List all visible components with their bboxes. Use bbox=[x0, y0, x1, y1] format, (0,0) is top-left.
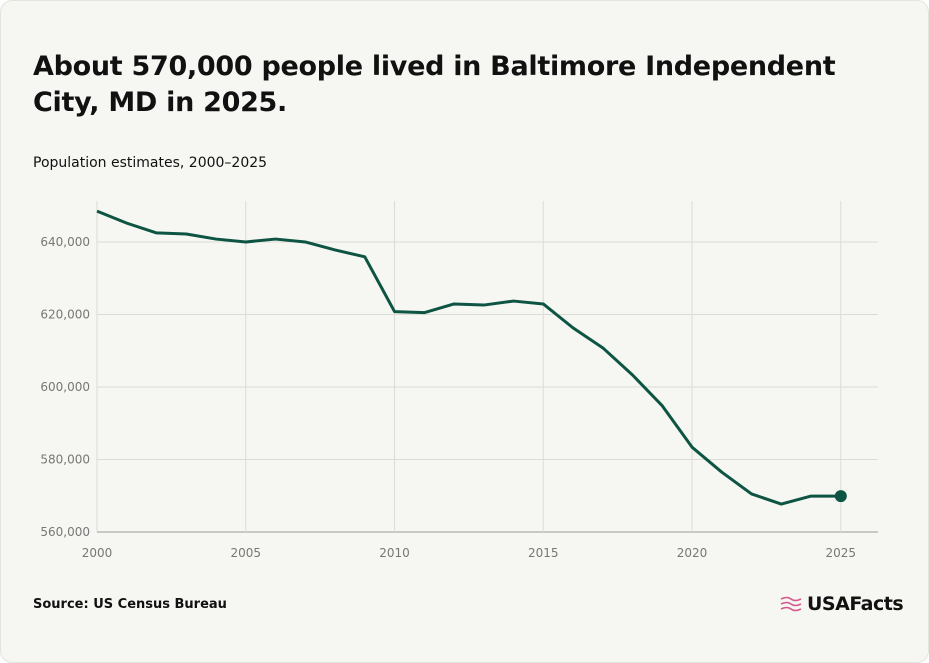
x-tick-label: 2025 bbox=[826, 546, 857, 560]
x-tick-label: 2010 bbox=[379, 546, 410, 560]
y-tick-label: 580,000 bbox=[40, 452, 90, 466]
x-tick-label: 2000 bbox=[82, 546, 113, 560]
x-tick-label: 2005 bbox=[230, 546, 261, 560]
y-tick-label: 560,000 bbox=[40, 525, 90, 539]
logo-icon bbox=[780, 596, 802, 612]
end-point bbox=[834, 490, 847, 503]
y-tick-label: 600,000 bbox=[40, 380, 90, 394]
x-tick-label: 2020 bbox=[677, 546, 708, 560]
chart-subtitle: Population estimates, 2000–2025 bbox=[33, 155, 268, 171]
logo: USAFacts bbox=[779, 593, 904, 615]
x-tick-label: 2015 bbox=[528, 546, 559, 560]
chart-title: About 570,000 people lived in Baltimore … bbox=[33, 51, 836, 118]
logo-text: USAFacts bbox=[807, 593, 904, 615]
y-tick-label: 620,000 bbox=[40, 307, 90, 321]
source: Source: US Census Bureau bbox=[33, 597, 227, 612]
line bbox=[96, 209, 841, 506]
y-tick-label: 640,000 bbox=[40, 235, 90, 249]
